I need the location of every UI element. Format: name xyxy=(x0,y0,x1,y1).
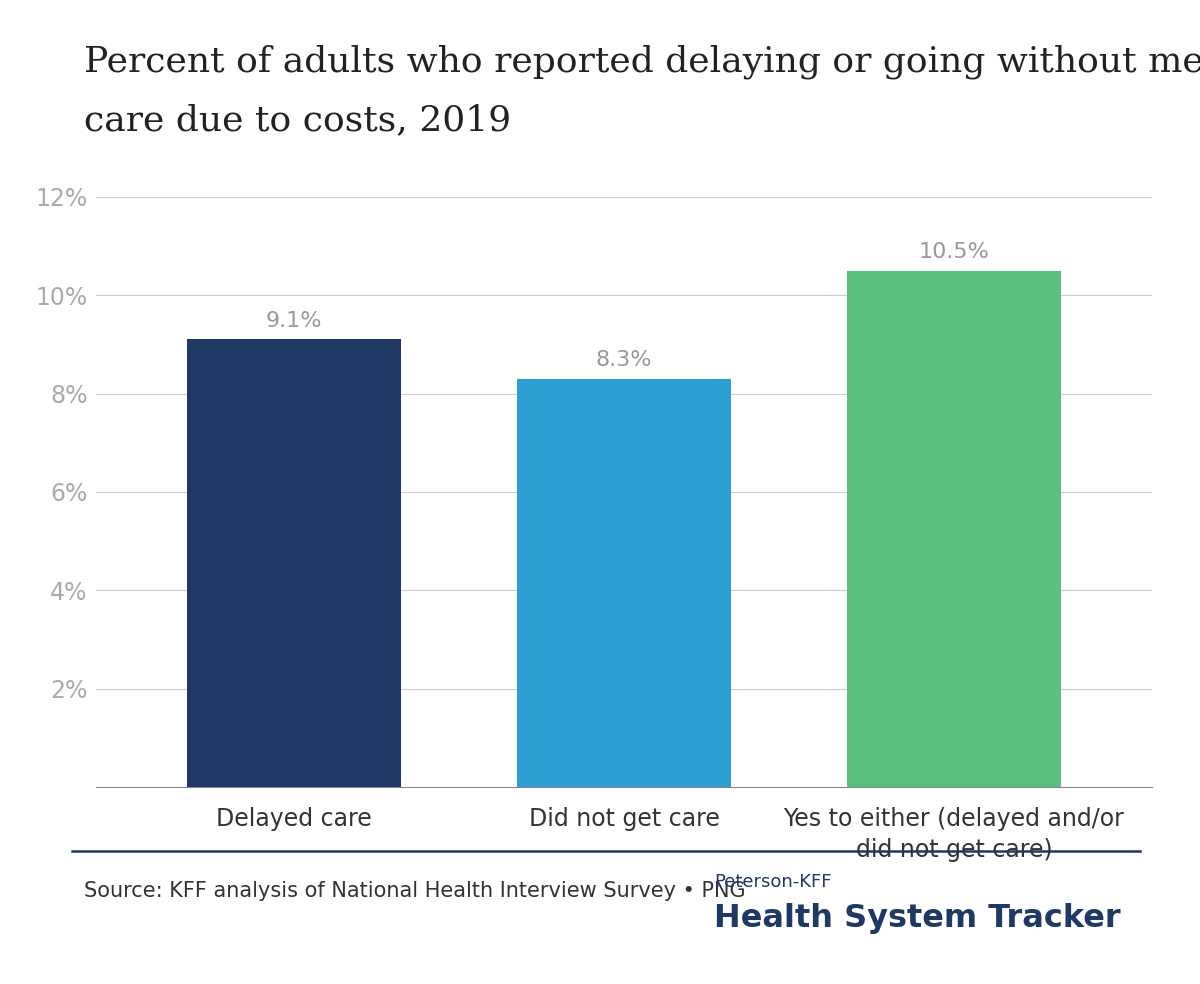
Text: Health System Tracker: Health System Tracker xyxy=(714,903,1121,935)
Text: Percent of adults who reported delaying or going without medical: Percent of adults who reported delaying … xyxy=(84,44,1200,79)
Text: 10.5%: 10.5% xyxy=(918,242,990,262)
Bar xyxy=(187,339,401,787)
Text: Peterson-KFF: Peterson-KFF xyxy=(714,873,832,891)
Text: 8.3%: 8.3% xyxy=(595,350,653,370)
Text: Source: KFF analysis of National Health Interview Survey • PNG: Source: KFF analysis of National Health … xyxy=(84,881,745,900)
Text: care due to costs, 2019: care due to costs, 2019 xyxy=(84,103,511,138)
Bar xyxy=(847,271,1061,787)
Text: 9.1%: 9.1% xyxy=(265,311,323,331)
Bar xyxy=(517,379,731,787)
